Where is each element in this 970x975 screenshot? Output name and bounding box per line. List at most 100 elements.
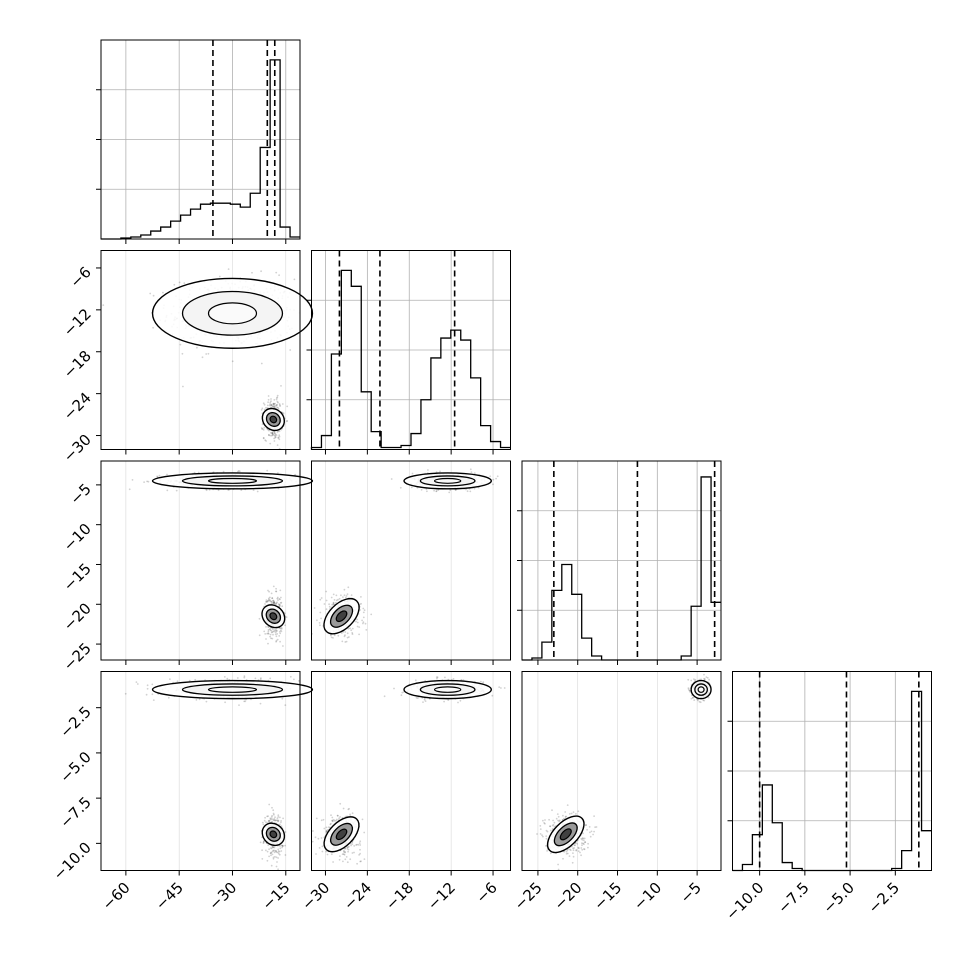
scatter-point — [344, 594, 346, 596]
scatter-point — [152, 327, 154, 329]
scatter-point — [267, 600, 269, 602]
scatter-point — [330, 823, 332, 825]
scatter-point — [353, 852, 355, 854]
scatter-point — [152, 693, 154, 695]
scatter-point — [219, 276, 221, 278]
scatter-point — [206, 701, 208, 703]
scatter-point — [260, 842, 262, 844]
scatter-point — [149, 293, 151, 295]
x-tick-label: −30 — [298, 879, 333, 914]
scatter-point — [276, 434, 278, 436]
scatter-point — [337, 815, 339, 817]
scatter-point — [346, 641, 348, 643]
scatter-point — [279, 631, 281, 633]
scatter-point — [359, 842, 361, 844]
scatter-point — [269, 443, 271, 445]
scatter-point — [319, 624, 321, 626]
scatter-point — [285, 854, 287, 856]
scatter-point — [146, 481, 148, 483]
scatter-point — [285, 831, 287, 833]
scatter-point — [344, 858, 346, 860]
panel-3-2: −25−20−15−10−5 — [511, 672, 721, 914]
scatter-point — [411, 487, 413, 489]
scatter-point — [274, 440, 276, 442]
contour-level-0 — [208, 479, 256, 484]
scatter-point — [275, 603, 277, 605]
y-tick-label: −24 — [60, 389, 95, 424]
y-tick-label: −25 — [60, 639, 95, 674]
scatter-point — [183, 282, 185, 284]
scatter-point — [341, 641, 343, 643]
scatter-point — [255, 678, 257, 680]
scatter-point — [262, 822, 264, 824]
contour-level-0 — [208, 303, 256, 324]
scatter-point — [265, 638, 267, 640]
scatter-point — [272, 854, 274, 856]
scatter-point — [344, 634, 346, 636]
scatter-point — [331, 597, 333, 599]
scatter-point — [268, 804, 270, 806]
scatter-point — [333, 819, 335, 821]
scatter-point — [412, 473, 414, 475]
scatter-point — [470, 468, 472, 470]
scatter-point — [365, 629, 367, 631]
scatter-point — [265, 601, 267, 603]
scatter-point — [703, 674, 705, 676]
scatter-point — [202, 356, 204, 358]
panel-2-0: −25−20−15−10−5 — [60, 461, 313, 674]
contour-mode-0 — [404, 473, 491, 489]
scatter-point — [264, 633, 266, 635]
scatter-point — [218, 489, 220, 491]
contour-level-0 — [435, 687, 461, 692]
scatter-point — [357, 626, 359, 628]
scatter-point — [271, 593, 273, 595]
scatter-point — [265, 440, 267, 442]
scatter-point — [342, 596, 344, 598]
scatter-point — [260, 703, 262, 705]
scatter-point — [272, 403, 274, 405]
scatter-point — [323, 819, 325, 821]
scatter-point — [349, 627, 351, 629]
scatter-point — [271, 435, 273, 437]
scatter-point — [268, 399, 270, 401]
scatter-point — [272, 818, 274, 820]
scatter-point — [356, 844, 358, 846]
scatter-point — [268, 395, 270, 397]
scatter-point — [336, 595, 338, 597]
scatter-point — [259, 618, 261, 620]
scatter-point — [263, 437, 265, 439]
scatter-point — [182, 353, 184, 355]
scatter-point — [146, 694, 148, 696]
scatter-point — [267, 401, 269, 403]
scatter-point — [346, 595, 348, 597]
scatter-point — [356, 863, 358, 865]
scatter-point — [339, 803, 341, 805]
scatter-point — [348, 849, 350, 851]
scatter-point — [362, 608, 364, 610]
scatter-point — [314, 607, 316, 609]
scatter-point — [460, 700, 462, 702]
scatter-point — [347, 861, 349, 863]
scatter-point — [436, 490, 438, 492]
scatter-point — [363, 832, 365, 834]
scatter-point — [330, 635, 332, 637]
scatter-point — [326, 600, 328, 602]
scatter-point — [143, 481, 145, 483]
scatter-point — [251, 272, 253, 274]
scatter-point — [348, 636, 350, 638]
scatter-point — [324, 603, 326, 605]
scatter-point — [319, 599, 321, 601]
scatter-point — [257, 491, 259, 493]
scatter-point — [268, 848, 270, 850]
scatter-point — [276, 396, 278, 398]
scatter-point — [266, 816, 268, 818]
scatter-point — [263, 824, 265, 826]
scatter-point — [282, 403, 284, 405]
scatter-point — [347, 632, 349, 634]
scatter-point — [264, 820, 266, 822]
y-tick-label: −20 — [60, 599, 95, 634]
scatter-point — [439, 471, 441, 473]
scatter-point — [278, 598, 280, 600]
y-tick-label: −12 — [60, 305, 95, 340]
